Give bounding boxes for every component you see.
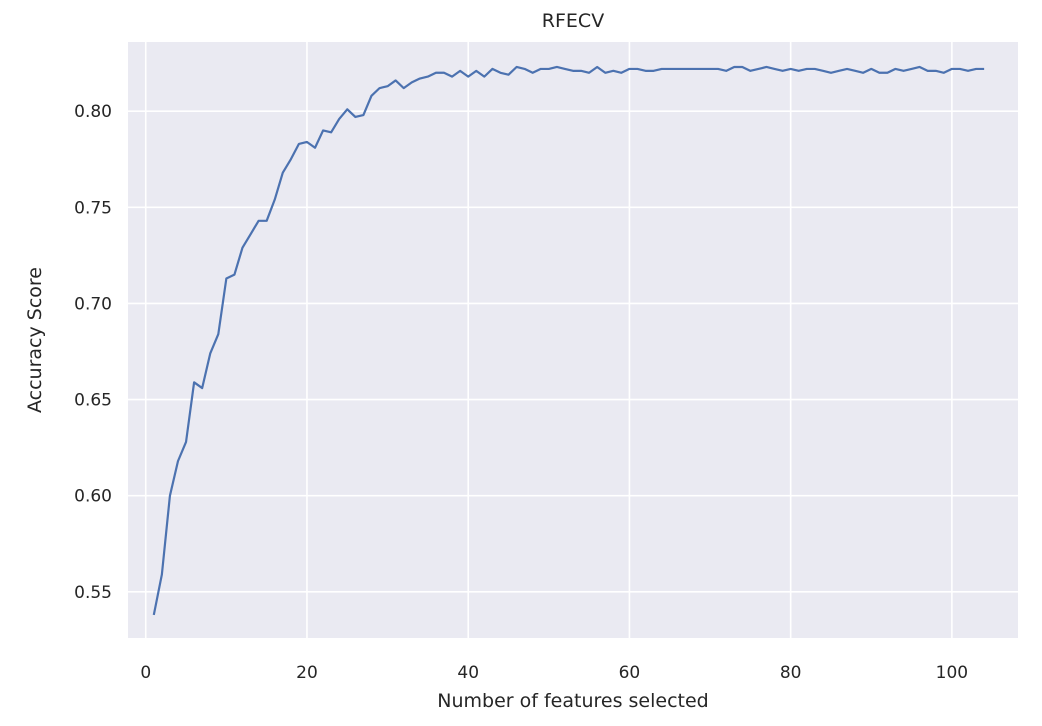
y-tick-label: 0.75 xyxy=(74,198,112,218)
x-tick-labels: 0 20 40 60 80 100 xyxy=(140,663,968,683)
y-axis-label: Accuracy Score xyxy=(24,267,46,413)
series-group xyxy=(152,65,985,616)
x-tick-label: 100 xyxy=(936,663,968,683)
y-tick-label: 0.60 xyxy=(74,487,112,507)
x-tick-label: 0 xyxy=(140,663,151,683)
y-tick-labels: 0.55 0.60 0.65 0.70 0.75 0.80 xyxy=(74,102,112,603)
y-tick-label: 0.70 xyxy=(74,294,112,314)
series-line xyxy=(152,65,985,616)
plot-area xyxy=(128,42,1018,638)
y-tick-label: 0.65 xyxy=(74,391,112,411)
y-tick-label: 0.55 xyxy=(74,583,112,603)
x-tick-label: 20 xyxy=(296,663,318,683)
chart-title: RFECV xyxy=(542,10,604,32)
x-tick-label: 40 xyxy=(457,663,479,683)
x-tick-label: 80 xyxy=(780,663,802,683)
x-axis-label: Number of features selected xyxy=(437,690,708,712)
x-tick-label: 60 xyxy=(619,663,641,683)
y-tick-label: 0.80 xyxy=(74,102,112,122)
grid xyxy=(128,42,1018,638)
